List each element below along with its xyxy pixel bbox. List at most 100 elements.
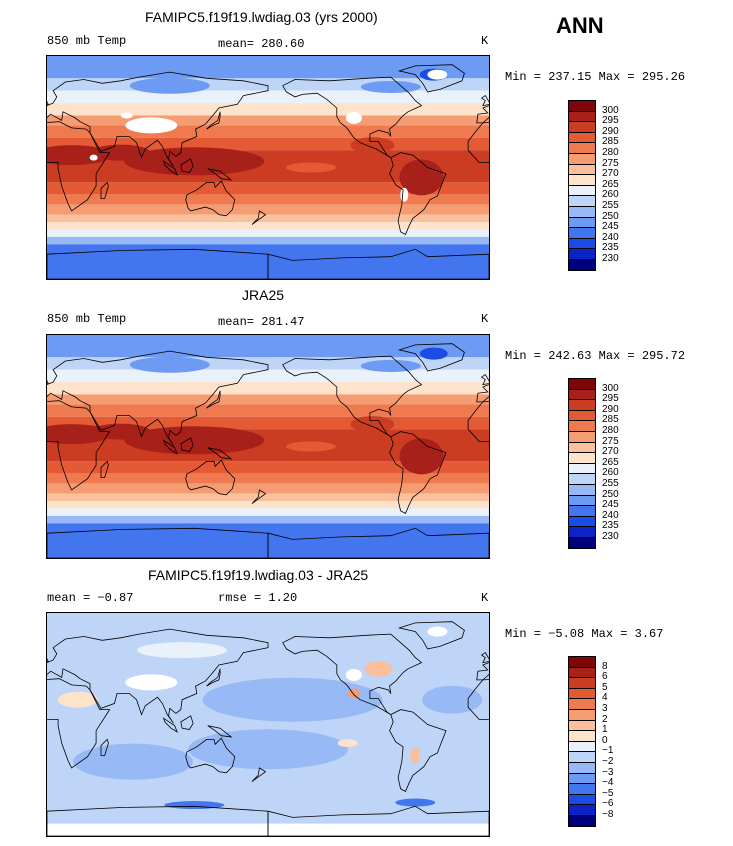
missing-rockies [345,111,362,124]
colorbar-label: 265 [602,178,619,190]
missing-greenland [427,626,448,637]
colorbar-label: 260 [602,467,619,479]
panel1-colorbar: 300 295 290 285 280 275 270 265 260 255 250 245 240 2… [568,100,628,272]
colorbar-label: 280 [602,425,619,436]
coastline-greenland [397,621,465,650]
panel1-map-svg [47,56,489,279]
coastline-indonesia-borneo [180,437,194,452]
panel1-variable: 850 mb Temp [47,34,127,48]
diff-pos-south-america [410,747,421,764]
coastline-madagascar [100,460,109,478]
colorbar-label: 275 [602,435,619,447]
coastline-north-america [282,355,423,437]
warm-pool-south-america [399,159,444,196]
colorbar-label: 300 [602,382,619,394]
colorbar-label: 0 [602,734,608,746]
panel1-map [46,55,490,280]
cold-siberia [129,77,210,94]
temp-band [47,382,489,395]
temp-band [47,369,489,383]
temp-band [47,204,489,215]
panel2-minmax: Min = 242.63 Max = 295.72 [505,349,686,363]
coastline-indonesia-borneo [180,158,194,173]
colorbar-label: −1 [602,745,614,757]
diff-near-zero-siberia [137,642,228,659]
colorbar-label: 290 [602,403,619,415]
colorbar-label: 255 [602,478,619,489]
colorbar-label: 4 [602,692,608,704]
colorbar-label: 8 [602,660,608,672]
colorbar-label: 245 [602,499,619,511]
coastline-new-guinea [207,447,233,460]
coastline-greenland [397,343,465,372]
colorbar-label: 280 [602,147,619,158]
cold-canada [360,359,421,372]
coastline-sumatra [162,439,178,455]
temp-band [47,404,489,417]
coastline-sumatra [162,717,178,733]
temp-band [47,214,489,223]
coastline-africa [47,121,111,212]
diff-neg-indian [72,743,193,780]
colorbar-swatch [568,259,596,271]
coastline-north-america [282,633,423,715]
colorbar-label: 295 [602,393,619,405]
panel2-map [46,334,490,559]
colorbar-label: 6 [602,671,608,683]
cold-tongue-east-pacific [285,162,336,173]
coastline-new-zealand [251,210,267,225]
diff-neg-drake [395,798,436,807]
colorbar-label: 250 [602,488,619,500]
season-label: ANN [556,13,604,38]
colorbar-swatch [568,815,596,827]
coastline-madagascar [100,738,109,756]
coastline-africa [47,400,111,491]
diff-pos-mexico [347,688,360,699]
temp-band [47,115,489,126]
coastline-new-zealand [251,489,267,504]
colorbar-label: 240 [602,231,619,243]
panel2-variable: 850 mb Temp [47,312,127,326]
colorbar-label: 230 [602,253,619,264]
panel2-units: K [481,312,489,326]
missing-rockies [345,668,362,681]
temp-band [47,222,489,230]
colorbar-label: −4 [602,777,614,789]
coastline-europe-asia [47,71,269,167]
temp-band [47,501,489,509]
temp-band [47,461,489,474]
coastline-japan [206,668,221,687]
missing-tibet [125,117,178,134]
coastline-madagascar [100,181,109,199]
temp-band [47,90,489,104]
temp-band [47,236,489,245]
coastline-antarctica-w [267,527,489,558]
colorbar-label: 230 [602,531,619,542]
panel3-mean: mean = −0.87 [47,591,134,605]
panel1-mean: mean= 280.60 [218,37,305,51]
temp-band [47,493,489,502]
panel3-minmax: Min = −5.08 Max = 3.67 [505,627,664,641]
panel1-units: K [481,34,489,48]
colorbar-label: 255 [602,200,619,211]
colorbar-label: −3 [602,766,614,778]
colorbar-label: 270 [602,446,619,458]
warm-pool-west-pacific [124,426,265,455]
temp-band [47,473,489,484]
coastline-japan [206,111,221,130]
colorbar-swatch [568,537,596,549]
missing-tibet [125,674,178,691]
panel2-map-svg [47,335,489,558]
colorbar-label: 260 [602,189,619,201]
colorbar-label: −2 [602,756,614,767]
coastline-new-guinea [207,725,233,738]
missing-andes [400,187,409,202]
colorbar-label: 275 [602,157,619,169]
colorbar-label: 295 [602,115,619,127]
temp-band [47,508,489,516]
colorbar-label: 5 [602,681,608,693]
diff-pos-east-pacific [337,739,358,748]
panel2-title: JRA25 [242,287,285,303]
panel3-colorbar: 8 6 5 4 3 2 1 0 −1 −2 −3 −4 −5 −6 −8 [568,656,628,828]
coastline-sumatra [162,160,178,176]
